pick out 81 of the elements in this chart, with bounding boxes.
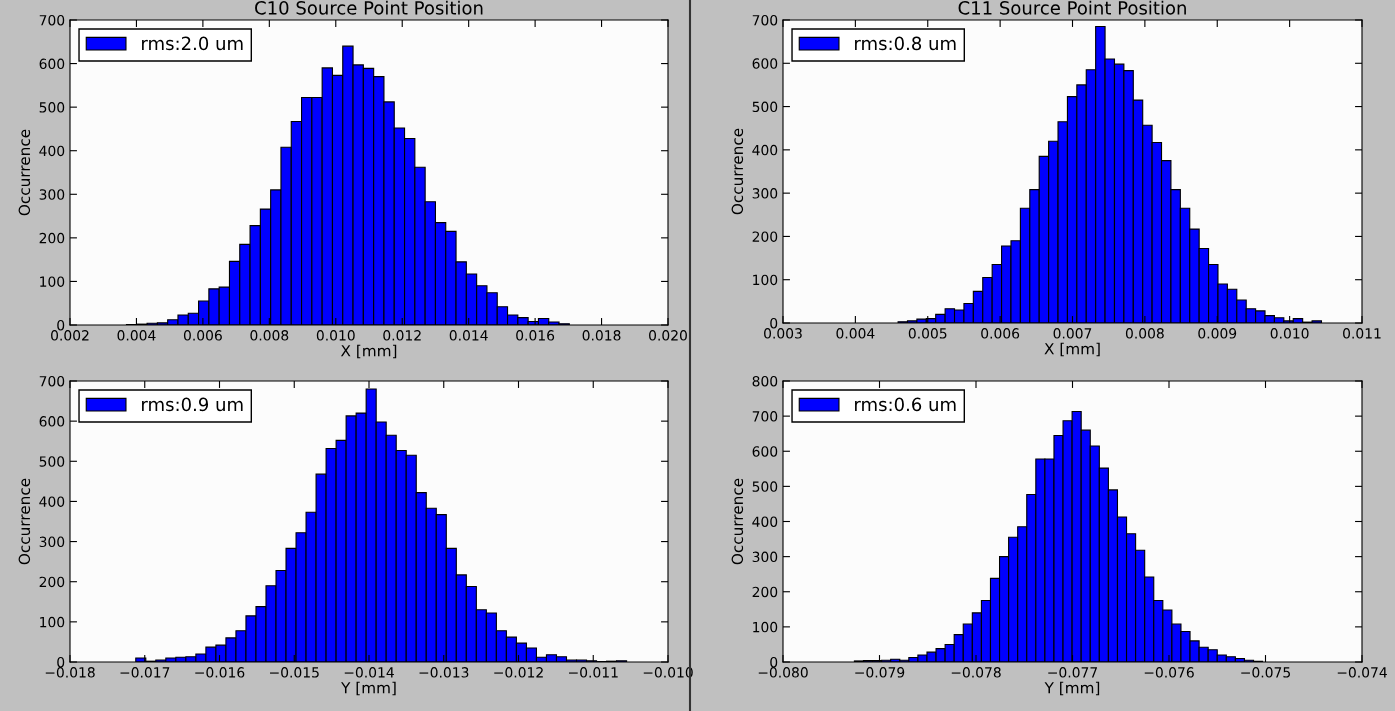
x-tick-label: 0.006 [981,328,1020,339]
x-tick-label: 0.014 [449,330,488,341]
x-tick-label: −0.014 [344,667,394,678]
y-tick-label: 500 [752,101,778,113]
x-tick-label: −0.075 [1241,667,1290,678]
x-axis-title: X [mm] [1044,342,1100,357]
x-tick-label: 0.016 [516,330,555,341]
legend-label: rms:0.8 um [855,36,956,51]
y-tick-label: 700 [752,14,778,26]
y-tick-label: 0 [57,656,65,668]
chart-title: C11 Source Point Position [958,0,1186,15]
x-tick-label: 0.010 [316,330,355,341]
x-tick-label: 0.006 [183,330,222,341]
x-tick-label: −0.017 [120,667,170,678]
y-tick-label: 400 [39,145,65,157]
y-tick-label: 300 [39,189,65,200]
x-tick-label: −0.011 [569,667,618,678]
y-tick-label: 400 [752,144,778,156]
y-axis-title: Occurrence [731,128,744,215]
x-axis-title: Y [mm] [1044,681,1100,696]
x-axis-title: Y [mm] [341,681,396,696]
y-tick-label: 0 [770,317,778,329]
x-tick-label: 0.002 [51,330,89,341]
chart-title: C10 Source Point Position [255,0,483,15]
y-tick-label: 300 [752,188,778,199]
y-tick-label: 600 [752,446,778,457]
y-tick-label: 100 [753,621,778,633]
y-tick-label: 300 [39,536,65,548]
y-tick-label: 400 [39,496,65,507]
x-tick-label: 0.018 [582,330,621,341]
y-tick-label: 800 [752,375,778,387]
y-tick-label: 500 [39,456,65,467]
y-tick-label: 200 [39,232,65,244]
y-tick-label: 500 [752,481,778,492]
y-tick-label: 0 [57,319,65,331]
x-tick-label: −0.012 [494,667,543,678]
x-tick-label: 0.012 [383,330,421,341]
x-tick-label: −0.077 [1048,667,1098,678]
x-tick-label: 0.004 [836,328,875,339]
x-axis-title: X [mm] [340,344,397,359]
y-tick-label: 600 [39,58,65,70]
y-tick-label: 700 [39,14,65,26]
x-tick-label: 0.009 [1198,328,1237,339]
x-tick-label: 0.008 [1125,328,1164,339]
y-tick-label: 700 [752,411,778,422]
y-tick-label: 100 [40,276,65,287]
y-axis-title: Occurrence [731,478,744,565]
x-tick-label: 0.020 [649,330,687,341]
y-tick-label: 200 [752,586,778,598]
x-tick-label: −0.079 [855,667,905,678]
legend-label: rms:0.6 um [855,397,956,412]
x-tick-label: 0.005 [908,328,947,339]
y-tick-label: 200 [752,231,778,242]
y-tick-label: 600 [39,416,65,427]
y-tick-label: 400 [752,516,778,527]
x-tick-label: −0.015 [270,667,319,678]
y-tick-label: 500 [39,102,65,113]
x-tick-label: 0.011 [1343,328,1381,339]
y-tick-label: 200 [39,576,65,588]
x-tick-label: −0.078 [951,667,1001,678]
y-tick-label: 300 [752,551,778,563]
x-tick-label: 0.007 [1053,328,1092,339]
y-tick-label: 700 [39,375,65,387]
legend-label: rms:0.9 um [142,397,243,412]
x-tick-label: 0.008 [250,330,289,341]
x-tick-label: 0.010 [1270,328,1309,339]
x-tick-label: −0.076 [1144,667,1194,678]
x-tick-label: −0.080 [758,667,808,678]
x-tick-label: −0.016 [195,667,245,678]
y-axis-title: Occurrence [18,129,31,216]
x-tick-label: −0.074 [1337,667,1387,678]
legend-label: rms:2.0 um [142,36,243,51]
y-tick-label: 0 [770,656,778,668]
x-tick-label: −0.018 [45,667,95,678]
y-tick-label: 100 [40,616,65,628]
x-tick-label: −0.013 [419,667,469,678]
x-tick-label: 0.004 [117,330,156,341]
x-tick-label: 0.003 [764,328,802,339]
y-tick-label: 100 [753,274,778,286]
y-axis-title: Occurrence [18,478,31,565]
y-tick-label: 600 [752,58,778,69]
